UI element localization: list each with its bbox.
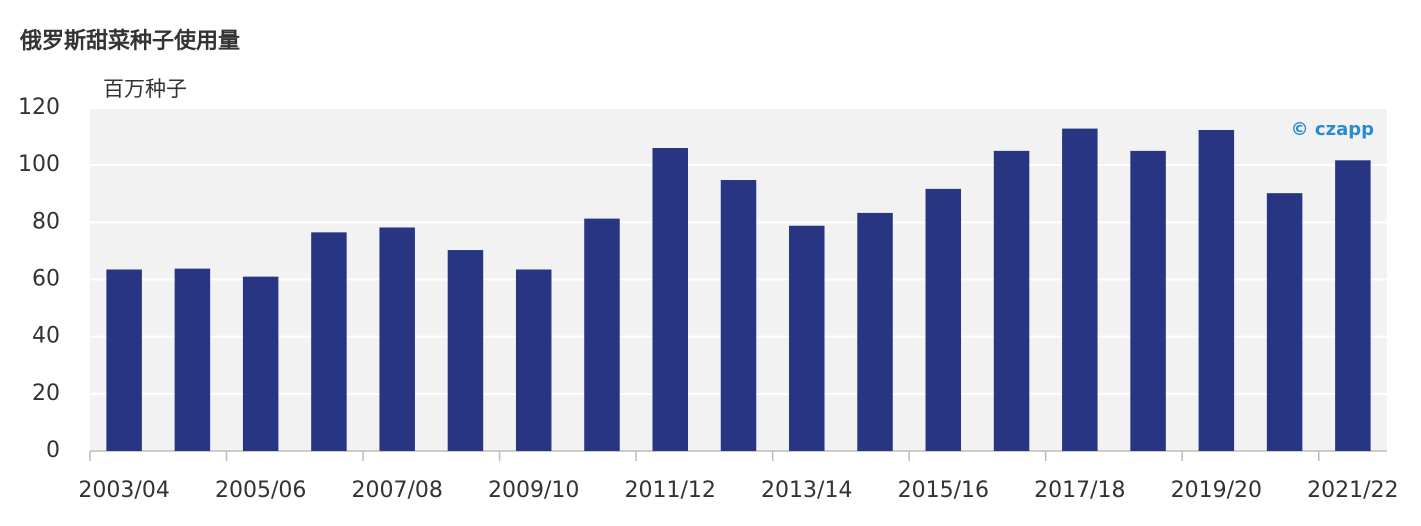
bar bbox=[1335, 160, 1371, 451]
chart-title: 俄罗斯甜菜种子使用量 bbox=[19, 28, 240, 54]
bar bbox=[1266, 193, 1303, 451]
bar bbox=[993, 150, 1030, 451]
bar bbox=[720, 180, 757, 451]
bar bbox=[1198, 130, 1235, 452]
y-tick-label: 0 bbox=[46, 438, 60, 463]
bar bbox=[857, 212, 893, 451]
x-tick-label: 2005/06 bbox=[215, 478, 306, 503]
bar bbox=[106, 269, 142, 451]
y-tick-label: 20 bbox=[32, 381, 60, 406]
bar bbox=[789, 225, 825, 451]
y-tick-label: 100 bbox=[18, 152, 60, 177]
bar bbox=[515, 269, 552, 451]
x-tick-label: 2011/12 bbox=[625, 478, 716, 503]
y-tick-label: 120 bbox=[18, 95, 60, 120]
bar bbox=[447, 250, 484, 451]
watermark: © czapp bbox=[1291, 119, 1374, 140]
y-tick-label: 80 bbox=[32, 209, 60, 234]
y-tick-label: 60 bbox=[32, 267, 60, 292]
bar bbox=[1130, 150, 1166, 451]
x-tick-label: 2021/22 bbox=[1307, 478, 1398, 503]
bar bbox=[242, 276, 279, 451]
x-tick-label: 2015/16 bbox=[898, 478, 989, 503]
x-tick-label: 2003/04 bbox=[78, 478, 169, 503]
x-tick-label: 2013/14 bbox=[761, 478, 852, 503]
x-tick-label: 2017/18 bbox=[1034, 478, 1125, 503]
bar bbox=[925, 188, 962, 451]
bar bbox=[652, 148, 688, 451]
bar bbox=[584, 218, 620, 451]
y-tick-label: 40 bbox=[32, 324, 60, 349]
bar bbox=[311, 232, 347, 451]
x-tick-label: 2007/08 bbox=[351, 478, 442, 503]
x-tick-label: 2009/10 bbox=[488, 478, 579, 503]
bar bbox=[174, 268, 211, 451]
x-tick-label: 2019/20 bbox=[1171, 478, 1262, 503]
bar bbox=[379, 227, 415, 451]
y-axis-label: 百万种子 bbox=[103, 77, 187, 101]
bar bbox=[1062, 128, 1098, 451]
